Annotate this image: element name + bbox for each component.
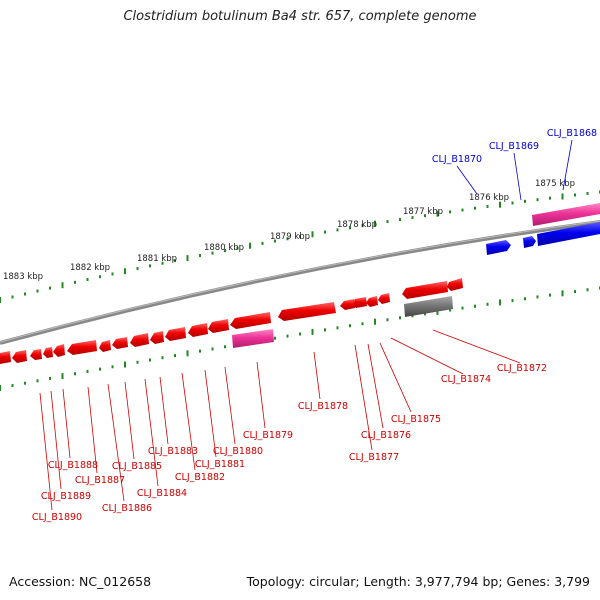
leader-line xyxy=(456,165,478,195)
gene-label-CLJ_B1881[interactable]: CLJ_B1881 xyxy=(195,459,245,470)
reverse-genes xyxy=(0,278,463,364)
gene-label-CLJ_B1884[interactable]: CLJ_B1884 xyxy=(137,488,187,499)
gene-arrow-CLJ_B1881[interactable] xyxy=(188,323,208,337)
gene-arrow-CLJ_B1882[interactable] xyxy=(165,327,186,341)
leader-line xyxy=(124,381,135,460)
scale-label: 1883 kbp xyxy=(3,272,43,282)
gene-label-CLJ_B1868[interactable]: CLJ_B1868 xyxy=(547,128,597,139)
gene-arrow-CLJ_B1887[interactable] xyxy=(67,340,97,355)
gene-arrow-CLJ_B1868[interactable] xyxy=(537,222,600,246)
leader-line xyxy=(256,361,266,429)
gene-arrow-CLJ_B1869[interactable] xyxy=(523,236,536,248)
gene-arrow-CLJ_B1888[interactable] xyxy=(53,344,65,357)
gene-label-CLJ_B1879[interactable]: CLJ_B1879 xyxy=(243,430,293,441)
gene-arrow-CLJ_B1875[interactable] xyxy=(378,293,390,304)
gene-arrow-CLJ_B1890b[interactable] xyxy=(0,351,11,364)
scale-label: 1876 kbp xyxy=(469,193,509,203)
leader-line xyxy=(432,329,521,364)
gene-arrow-CLJ_B1883[interactable] xyxy=(150,331,164,344)
gene-label-CLJ_B1888[interactable]: CLJ_B1888 xyxy=(48,460,98,471)
gene-label-CLJ_B1874[interactable]: CLJ_B1874 xyxy=(441,374,491,385)
leader-line xyxy=(181,372,196,471)
leader-line xyxy=(39,392,53,511)
scale-label: 1882 kbp xyxy=(70,263,110,273)
gene-arrow-CLJ_B1889[interactable] xyxy=(43,347,53,358)
accession-text: Accession: NC_012658 xyxy=(9,574,152,589)
scale-label: 1878 kbp xyxy=(337,220,377,230)
leader-line xyxy=(204,369,217,458)
leader-line xyxy=(87,386,98,474)
scale-labels: 1875 kbp 1876 kbp 1877 kbp 1878 kbp 1879 kbp… xyxy=(3,179,575,282)
gene-label-CLJ_B1890[interactable]: CLJ_B1890 xyxy=(32,512,82,523)
page-title: Clostridium botulinum Ba4 str. 657, comp… xyxy=(123,9,477,24)
gene-arrow-CLJ_B1886[interactable] xyxy=(99,340,111,352)
gene-label-CLJ_B1869[interactable]: CLJ_B1869 xyxy=(489,141,539,152)
gene-label-CLJ_B1886[interactable]: CLJ_B1886 xyxy=(102,503,152,514)
scale-label: 1881 kbp xyxy=(137,254,177,264)
leader-line xyxy=(367,343,384,429)
gene-arrow-CLJ_B1877b[interactable] xyxy=(340,299,355,310)
forward-gene-labels: CLJ_B1868 CLJ_B1869 CLJ_B1870 xyxy=(432,128,597,201)
gene-label-CLJ_B1872[interactable]: CLJ_B1872 xyxy=(497,363,547,374)
leader-line xyxy=(562,139,573,191)
scale-label: 1877 kbp xyxy=(403,207,443,217)
pseudo-gene-CLJ_B1874[interactable] xyxy=(404,296,453,317)
leader-line xyxy=(62,388,71,459)
genome-backbone-shine xyxy=(0,220,600,343)
gene-arrow-CLJ_B1889b[interactable] xyxy=(30,349,42,360)
gene-label-CLJ_B1877[interactable]: CLJ_B1877 xyxy=(349,452,399,463)
scale-label: 1875 kbp xyxy=(535,179,575,189)
gene-label-CLJ_B1870[interactable]: CLJ_B1870 xyxy=(432,154,482,165)
reverse-gene-labels: CLJ_B1872 CLJ_B1874 CLJ_B1875 CLJ_B1876 CLJ_… xyxy=(32,329,547,523)
gene-arrow-CLJ_B1870[interactable] xyxy=(486,240,511,255)
leader-line xyxy=(379,342,412,413)
gene-arrow-CLJ_B1890[interactable] xyxy=(12,350,27,363)
leader-line xyxy=(354,344,373,451)
scale-ticks-lower xyxy=(0,286,600,391)
forward-genes xyxy=(486,203,600,255)
leader-line xyxy=(159,376,169,445)
gene-arrow-CLJ_B1874[interactable] xyxy=(402,281,448,299)
rna-gene-CLJ_B1868[interactable] xyxy=(532,203,600,226)
scale-label: 1880 kbp xyxy=(204,243,244,253)
gene-label-CLJ_B1880[interactable]: CLJ_B1880 xyxy=(213,446,263,457)
gene-arrow-CLJ_B1880[interactable] xyxy=(208,319,229,333)
gene-arrow-CLJ_B1876[interactable] xyxy=(366,296,378,307)
gene-arrow-CLJ_B1879[interactable] xyxy=(230,312,271,329)
gene-label-CLJ_B1887[interactable]: CLJ_B1887 xyxy=(75,475,125,486)
genome-backbone xyxy=(0,220,600,345)
leader-line xyxy=(313,351,321,400)
gene-label-CLJ_B1885[interactable]: CLJ_B1885 xyxy=(112,461,162,472)
gene-arrow-CLJ_B1878[interactable] xyxy=(278,302,336,321)
leader-line xyxy=(224,366,236,445)
leader-line xyxy=(50,390,62,490)
leader-line xyxy=(390,337,464,375)
genome-summary-text: Topology: circular; Length: 3,977,794 bp… xyxy=(246,574,590,589)
leader-line xyxy=(107,383,125,502)
leader-line xyxy=(144,378,159,487)
gene-label-CLJ_B1876[interactable]: CLJ_B1876 xyxy=(361,430,411,441)
gene-label-CLJ_B1878[interactable]: CLJ_B1878 xyxy=(298,401,348,412)
gene-label-CLJ_B1889[interactable]: CLJ_B1889 xyxy=(41,491,91,502)
gene-arrow-CLJ_B1884[interactable] xyxy=(130,333,149,347)
gene-label-CLJ_B1883[interactable]: CLJ_B1883 xyxy=(148,446,198,457)
gene-label-CLJ_B1875[interactable]: CLJ_B1875 xyxy=(391,414,441,425)
leader-line xyxy=(513,152,522,201)
gene-arrow-CLJ_B1872[interactable] xyxy=(447,278,463,291)
scale-ticks-upper xyxy=(0,190,600,303)
gene-arrow-CLJ_B1885[interactable] xyxy=(112,337,128,349)
scale-label: 1879 kbp xyxy=(270,232,310,242)
rna-gene-CLJ_B1879[interactable] xyxy=(232,329,274,348)
gene-label-CLJ_B1882[interactable]: CLJ_B1882 xyxy=(175,472,225,483)
gene-arrow-CLJ_B1877[interactable] xyxy=(352,297,367,308)
